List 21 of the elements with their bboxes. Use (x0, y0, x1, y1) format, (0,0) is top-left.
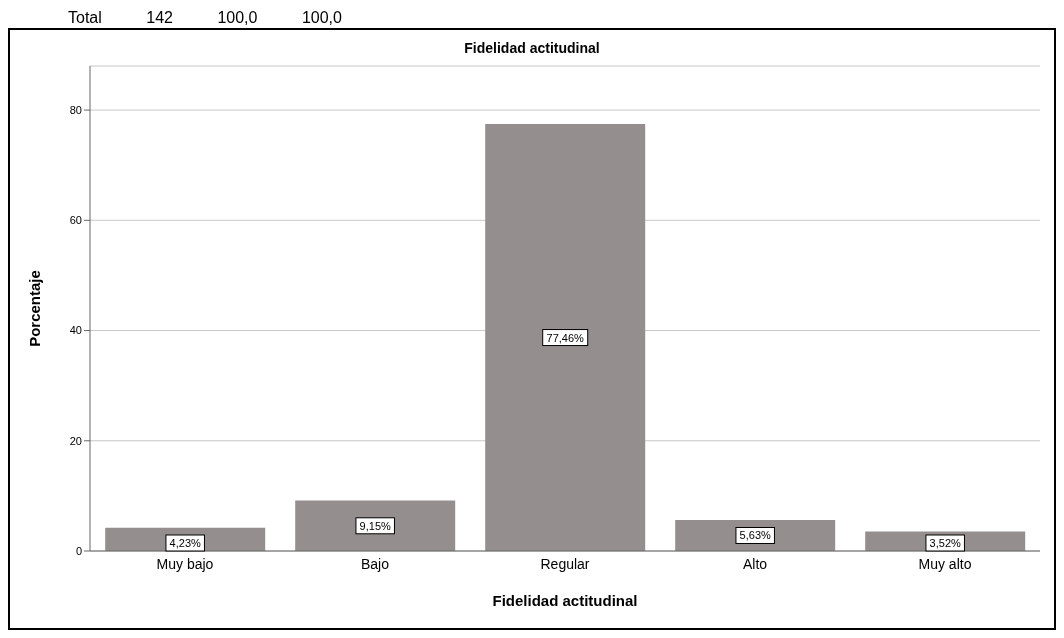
y-tick-label: 40 (69, 324, 82, 337)
y-tick-label: 60 (69, 214, 82, 227)
bar (295, 500, 456, 551)
y-tick-label: 80 (69, 104, 82, 116)
x-tick-label: Bajo (360, 555, 390, 572)
data-label: 9,15% (359, 519, 392, 532)
x-tick-label: Muy bajo (156, 555, 214, 572)
data-label: 77,46% (546, 331, 585, 344)
x-tick-label: Muy alto (918, 555, 972, 572)
text: Total 142 100,0 100,0 (68, 9, 342, 26)
chart-title: Fidelidad actitudinal (463, 40, 601, 56)
x-tick-label: Regular (540, 555, 590, 572)
data-label: 5,63% (739, 529, 772, 542)
bar (485, 124, 646, 551)
data-label: 3,52% (929, 537, 962, 549)
x-axis-title: Fidelidad actitudinal (492, 592, 638, 609)
y-tick-label: 20 (69, 434, 82, 447)
y-tick-label: 0 (75, 544, 82, 557)
data-label: 4,23% (169, 537, 202, 549)
x-tick-label: Alto (742, 555, 768, 572)
y-axis-title: Porcentaje (26, 270, 44, 347)
